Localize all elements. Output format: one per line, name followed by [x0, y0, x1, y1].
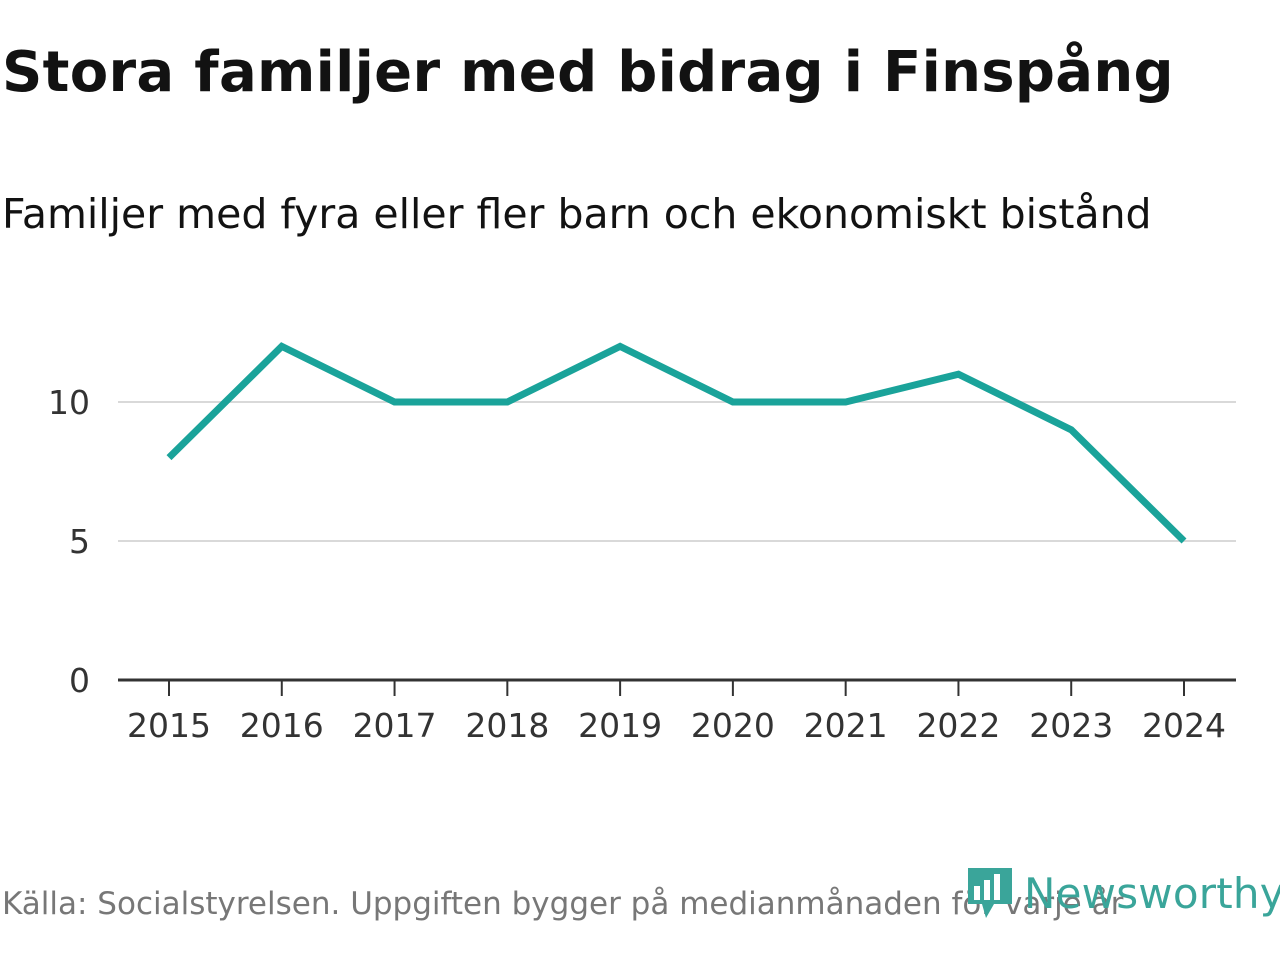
series-layer [166, 342, 1187, 544]
y-tick-label: 5 [69, 522, 90, 561]
source-note: Källa: Socialstyrelsen. Uppgiften bygger… [2, 886, 1124, 922]
y-axis-ticks: 0 5 10 [48, 383, 90, 700]
x-tick-label: 2023 [1029, 706, 1113, 745]
series-line [166, 342, 1187, 544]
x-tick-label: 2016 [240, 706, 324, 745]
y-tick-label: 0 [69, 661, 90, 700]
gridlines [118, 401, 1236, 542]
x-tick-label: 2024 [1142, 706, 1226, 745]
x-tick-label: 2017 [353, 706, 437, 745]
newsworthy-logo-icon [968, 868, 1012, 918]
x-tick-label: 2015 [127, 706, 211, 745]
brand-logo: Newsworthy [964, 864, 1280, 922]
y-tick-label: 10 [48, 383, 90, 422]
x-tick-label: 2020 [691, 706, 775, 745]
x-tick-label: 2019 [578, 706, 662, 745]
x-tick-label: 2018 [465, 706, 549, 745]
brand-name: Newsworthy [1024, 868, 1280, 918]
x-axis-ticks: 2015 2016 2017 2018 2019 2020 2021 2022 2023 2024 [127, 680, 1226, 745]
x-tick-label: 2022 [916, 706, 1000, 745]
chart-title: Stora familjer med bidrag i Finspång [2, 40, 1174, 105]
x-tick-label: 2021 [804, 706, 888, 745]
chart-subtitle: Familjer med fyra eller fler barn och ek… [2, 190, 1152, 238]
